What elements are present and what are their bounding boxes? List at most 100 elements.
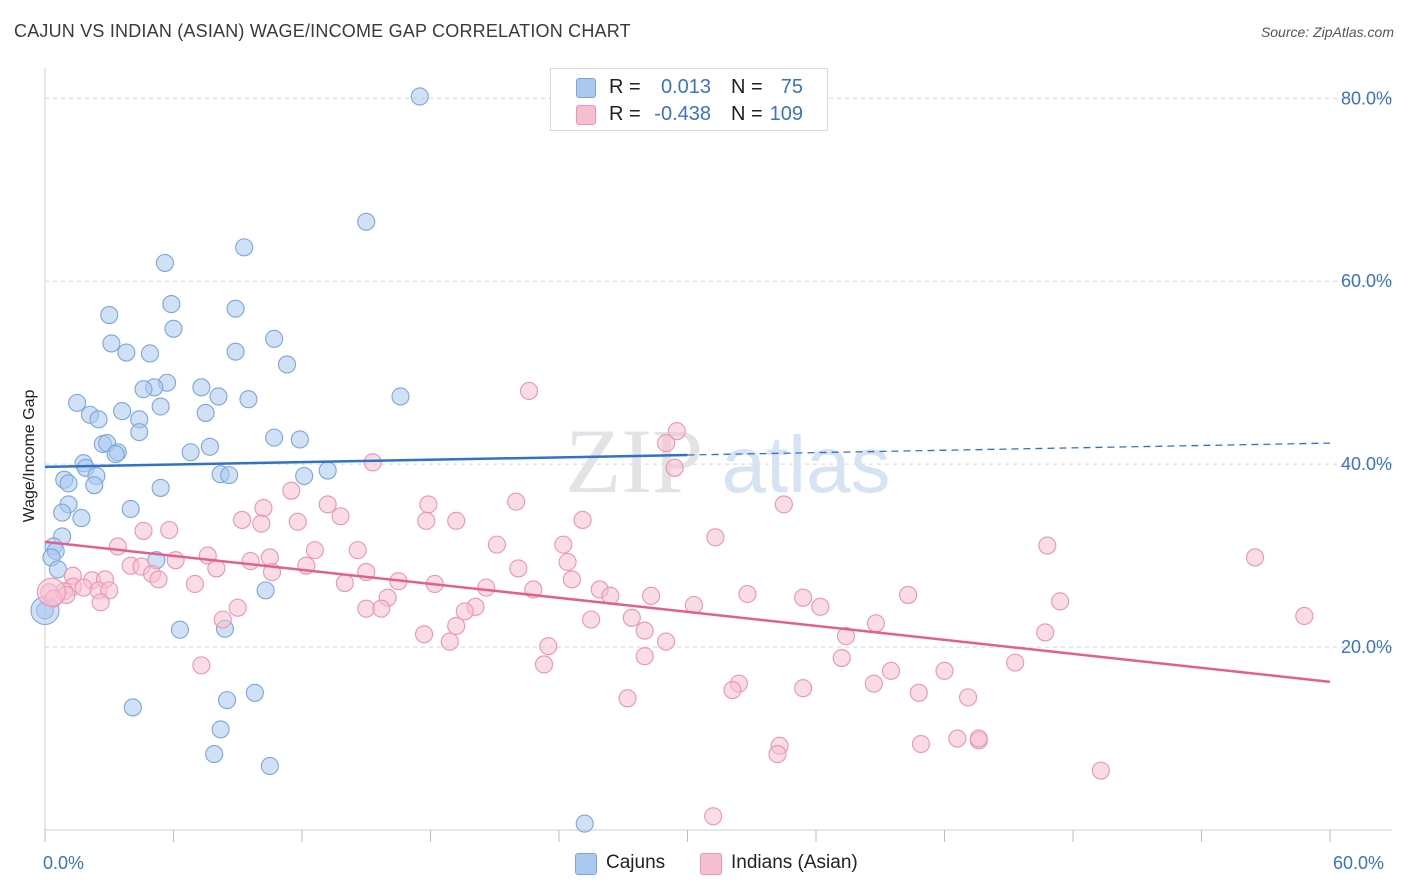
cajun-point	[72, 509, 91, 528]
y-tick-label: 60.0%	[1341, 271, 1392, 291]
x-tick-label-max: 60.0%	[1333, 853, 1385, 873]
indian-point	[909, 683, 928, 702]
indian-point	[241, 552, 260, 571]
indian-point	[774, 495, 793, 514]
cajun-point	[102, 334, 121, 353]
cajun-point	[53, 503, 72, 522]
indian-point	[657, 632, 676, 651]
indian-point	[554, 535, 573, 554]
indian-point	[657, 434, 676, 453]
indian-point	[335, 573, 354, 593]
indian-point	[108, 537, 127, 556]
indian-point	[864, 674, 883, 693]
indian-point	[149, 570, 168, 589]
indian-n-value: 109	[769, 103, 803, 125]
cajun-point	[277, 355, 297, 374]
indian-r-value: -0.438	[654, 103, 711, 125]
indian-point	[866, 614, 886, 633]
indian-point	[228, 598, 247, 617]
cajun-point	[575, 814, 594, 833]
y-tick-labels: 20.0% 40.0% 60.0% 80.0%	[1341, 88, 1392, 657]
indian-point	[836, 627, 856, 646]
legend-item-indians[interactable]: Indians (Asian)	[700, 851, 880, 877]
chart-title: CAJUN VS INDIAN (ASIAN) WAGE/INCOME GAP …	[14, 21, 631, 41]
cajun-point	[410, 87, 429, 106]
indian-point-large	[36, 577, 66, 607]
indian-point	[1006, 653, 1025, 672]
cajun-point	[196, 403, 215, 422]
indian-point	[331, 507, 350, 526]
cajun-point	[170, 620, 189, 639]
cajun-point	[205, 745, 224, 764]
indian-point	[635, 647, 654, 666]
indian-point	[185, 574, 204, 594]
cajun-point	[121, 499, 140, 519]
indian-point	[487, 535, 506, 554]
cajun-point	[220, 466, 239, 485]
y-tick-label: 20.0%	[1341, 637, 1392, 657]
cajun-point	[155, 253, 174, 272]
indian-r-label: R =	[609, 103, 641, 125]
cajun-swatch	[576, 78, 596, 98]
cajun-point	[140, 344, 159, 363]
indian-point	[642, 586, 661, 605]
cajun-point	[260, 756, 279, 776]
indian-point	[305, 541, 324, 560]
indian-point	[419, 495, 438, 514]
cajun-point	[181, 443, 200, 462]
indian-point	[959, 688, 978, 707]
legend-item-cajuns[interactable]: Cajuns	[575, 851, 685, 877]
cajun-point	[256, 581, 275, 600]
indian-point	[417, 511, 436, 530]
stats-row-cajun: R = 0.013 N = 75	[551, 74, 827, 100]
cajun-point	[265, 428, 284, 447]
watermark-atlas: atlas	[722, 420, 891, 509]
indian-point	[794, 588, 813, 607]
cajun-point	[211, 720, 230, 739]
indian-point	[232, 510, 252, 529]
indian-point	[252, 514, 271, 533]
indian-point	[582, 610, 601, 629]
indian-point	[1245, 548, 1265, 567]
legend-cajun-swatch	[575, 853, 597, 875]
indian-point	[318, 495, 337, 514]
indian-point	[1051, 592, 1070, 611]
indian-point	[507, 492, 526, 511]
series-cajuns	[30, 87, 594, 833]
cajun-point	[113, 402, 132, 421]
indian-point	[768, 745, 787, 764]
indian-point	[213, 610, 232, 629]
indian-point	[455, 602, 474, 621]
legend-indian-label: Indians (Asian)	[731, 852, 858, 873]
indian-point	[667, 422, 686, 441]
indian-point	[134, 521, 153, 540]
y-axis-label: Wage/Income Gap	[21, 389, 38, 523]
stats-box: R = 0.013 N = 75 R = -0.438 N = 109	[550, 68, 828, 131]
cajun-point	[209, 387, 228, 406]
indian-point	[618, 689, 637, 708]
cajun-point	[151, 478, 170, 497]
y-tick-label: 80.0%	[1341, 88, 1392, 108]
indian-point	[948, 729, 967, 748]
cajun-point	[226, 342, 245, 361]
cajun-point	[200, 437, 219, 456]
indian-point	[74, 578, 93, 597]
indian-point	[282, 481, 301, 500]
cajun-point	[391, 387, 410, 406]
indian-point	[363, 453, 382, 472]
cajun-point	[151, 397, 170, 416]
cajun-r-label: R =	[609, 76, 641, 98]
indian-point	[1295, 606, 1314, 626]
indian-point	[91, 593, 110, 612]
axes	[44, 68, 1392, 842]
cajun-point	[48, 560, 67, 579]
indian-point	[440, 632, 459, 651]
indian-point	[1038, 536, 1057, 555]
grid-lines	[45, 97, 1392, 648]
indian-point	[573, 510, 592, 529]
indian-point	[899, 585, 918, 604]
stats-row-indian: R = -0.438 N = 109	[551, 101, 827, 127]
indian-point	[1091, 761, 1110, 780]
indian-point	[192, 656, 211, 675]
indian-point	[372, 599, 391, 618]
